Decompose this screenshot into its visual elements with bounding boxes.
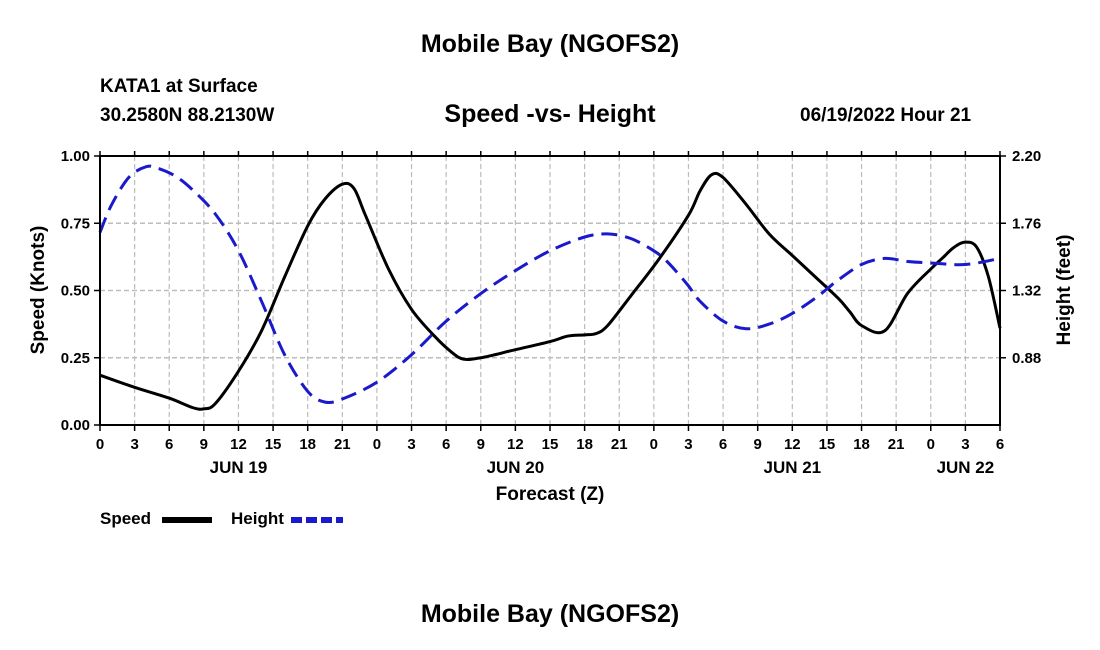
x-tick-label: 9 — [754, 436, 762, 453]
x-tick-label: 15 — [819, 436, 836, 453]
y-tick-label: 0.00 — [61, 417, 90, 434]
x-tick-label: 15 — [265, 436, 282, 453]
x-tick-label: 21 — [611, 436, 628, 453]
footer-title: Mobile Bay (NGOFS2) — [420, 600, 680, 628]
station-coordinates: 30.2580N 88.2130W — [100, 105, 275, 126]
x-tick-label: 0 — [96, 436, 104, 453]
y-tick-label: 0.25 — [61, 350, 90, 367]
x-tick-label: 3 — [684, 436, 692, 453]
x-tick-label: 12 — [230, 436, 247, 453]
x-date-label: JUN 19 — [210, 458, 268, 477]
y2-tick-label: 0.88 — [1012, 350, 1041, 367]
x-tick-label: 6 — [996, 436, 1004, 453]
x-tick-label: 9 — [477, 436, 485, 453]
station-label: KATA1 at Surface — [100, 76, 258, 97]
x-tick-label: 3 — [130, 436, 138, 453]
axes: Forecast (Z) Speed (Knots) Height (feet)… — [28, 148, 1075, 505]
x-tick-label: 12 — [784, 436, 801, 453]
y2-tick-label: 2.20 — [1012, 148, 1041, 165]
x-tick-label: 3 — [407, 436, 415, 453]
x-date-label: JUN 22 — [937, 458, 995, 477]
x-axis-title: Forecast (Z) — [496, 484, 605, 505]
forecast-datetime: 06/19/2022 Hour 21 — [800, 105, 972, 126]
x-tick-label: 0 — [373, 436, 381, 453]
x-tick-label: 6 — [442, 436, 450, 453]
height-series-line — [98, 164, 1001, 405]
x-tick-label: 6 — [719, 436, 727, 453]
x-tick-label: 12 — [507, 436, 524, 453]
chart-title: Speed -vs- Height — [444, 100, 656, 128]
grid — [100, 156, 1000, 425]
y-tick-label: 0.50 — [61, 283, 90, 300]
y2-axis-title: Height (feet) — [1054, 235, 1075, 346]
y2-tick-label: 1.76 — [1012, 215, 1041, 232]
x-tick-label: 18 — [299, 436, 316, 453]
y-tick-label: 0.75 — [61, 215, 90, 232]
y-tick-label: 1.00 — [61, 148, 90, 165]
y2-tick-label: 1.32 — [1012, 283, 1041, 300]
x-tick-label: 18 — [853, 436, 870, 453]
speed-series-line — [99, 171, 1002, 411]
x-date-label: JUN 20 — [487, 458, 545, 477]
x-tick-label: 6 — [165, 436, 173, 453]
x-tick-label: 0 — [927, 436, 935, 453]
x-tick-label: 21 — [888, 436, 905, 453]
x-tick-label: 3 — [961, 436, 969, 453]
legend-speed-label: Speed — [100, 509, 152, 528]
legend-height-label: Height — [231, 509, 284, 528]
x-tick-label: 15 — [542, 436, 559, 453]
x-date-label: JUN 21 — [763, 458, 821, 477]
series-layer — [98, 164, 1002, 411]
x-tick-label: 9 — [200, 436, 208, 453]
x-tick-label: 21 — [334, 436, 351, 453]
x-tick-label: 18 — [576, 436, 593, 453]
y-axis-title: Speed (Knots) — [28, 226, 49, 355]
x-tick-label: 0 — [650, 436, 658, 453]
page-title: Mobile Bay (NGOFS2) — [420, 30, 680, 58]
